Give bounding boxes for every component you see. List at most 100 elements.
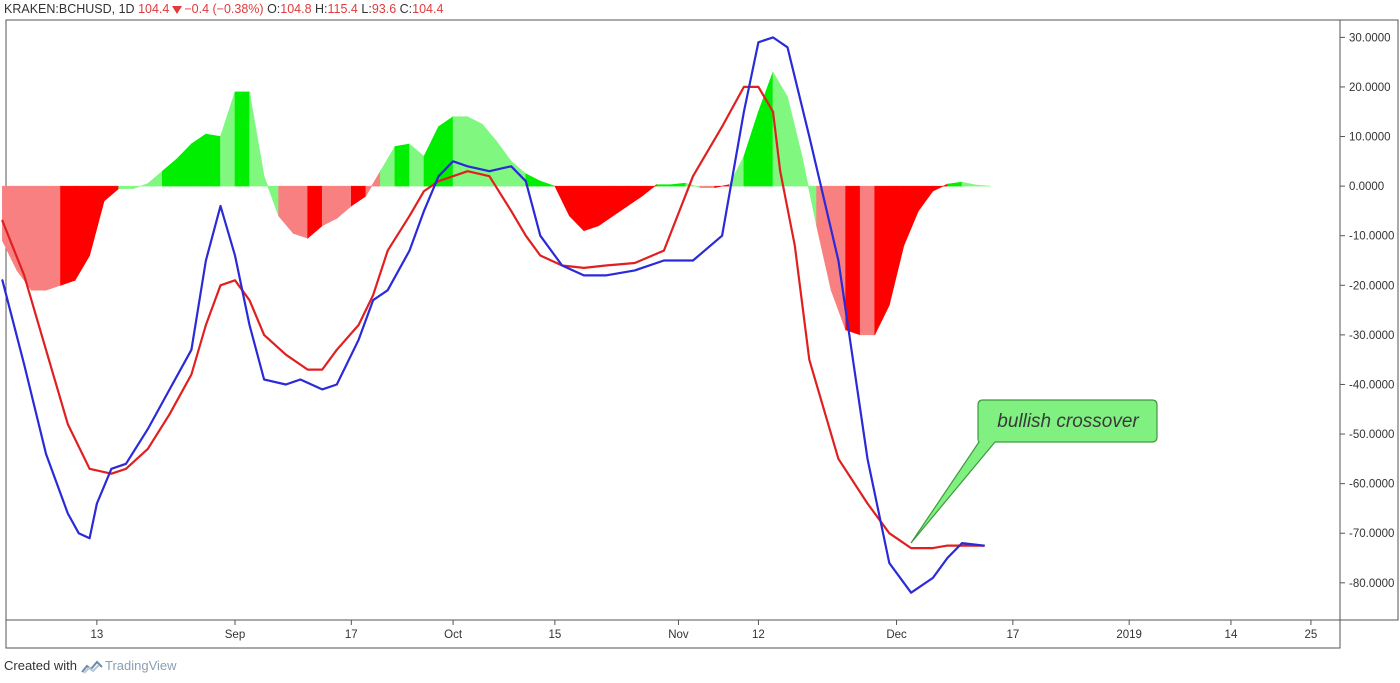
histogram-bar xyxy=(612,185,628,217)
histogram-bar xyxy=(699,185,716,188)
histogram-bar xyxy=(423,126,439,187)
y-tick-label: -70.0000 xyxy=(1349,528,1394,540)
y-axis: 30.0000 20.0000 10.0000 0.0000 -10.0000 -20.0… xyxy=(1340,32,1394,590)
x-tick-label: 14 xyxy=(1225,629,1238,641)
high-value: 115.4 xyxy=(327,2,358,16)
y-tick-label: -50.0000 xyxy=(1349,429,1394,441)
histogram-bar xyxy=(292,185,308,239)
histogram-bar xyxy=(380,145,396,187)
histogram-bar xyxy=(845,185,861,336)
y-tick-label: -30.0000 xyxy=(1349,330,1394,342)
histogram-bar xyxy=(976,184,992,187)
histogram-bar xyxy=(918,185,934,212)
price-change: −0.4 (−0.38%) xyxy=(184,2,264,16)
histogram-bar xyxy=(540,180,555,187)
histogram-bar xyxy=(118,185,134,189)
histogram-bar xyxy=(627,185,643,207)
histogram-bar xyxy=(583,185,599,232)
histogram-bar xyxy=(321,185,338,227)
histogram-bar xyxy=(409,143,425,187)
x-tick-label: 17 xyxy=(1006,629,1019,641)
low-value: 93.6 xyxy=(371,2,397,16)
chart-header: KRAKEN:BCHUSD, 1D 104.4 −0.4 (−0.38%) O:1… xyxy=(4,0,443,18)
y-tick-label: 10.0000 xyxy=(1349,132,1391,144)
y-tick-label: -10.0000 xyxy=(1349,231,1394,243)
histogram-bar xyxy=(496,140,512,187)
plot-frame xyxy=(5,19,1341,621)
down-arrow-icon xyxy=(172,5,183,14)
histogram-bar xyxy=(191,133,207,187)
histogram-bar xyxy=(801,156,817,226)
histogram-bar xyxy=(31,185,47,291)
histogram-bar xyxy=(394,143,410,187)
open-value: 104.8 xyxy=(280,2,312,16)
x-tick-label: 17 xyxy=(345,629,358,641)
y-tick-label: 0.0000 xyxy=(1349,181,1384,193)
low-label: L: xyxy=(361,2,372,16)
histogram-bar xyxy=(351,185,367,207)
footer: Created with TradingView xyxy=(4,657,177,675)
histogram-bar xyxy=(569,185,585,232)
histogram-bar xyxy=(60,185,76,286)
histogram-bar xyxy=(903,185,919,246)
lines xyxy=(1,36,985,594)
histogram-bar xyxy=(554,185,570,216)
histogram-bar xyxy=(365,170,381,198)
histogram-bar xyxy=(234,91,250,187)
histogram-bar xyxy=(670,182,687,187)
histogram-bar xyxy=(714,184,730,188)
signal-line[interactable] xyxy=(1,85,985,550)
y-tick-label: -20.0000 xyxy=(1349,280,1394,292)
histogram-bar xyxy=(888,185,905,306)
open-label: O: xyxy=(267,2,281,16)
bullish-crossover-callout[interactable]: bullish crossover xyxy=(910,399,1158,544)
histogram-bar xyxy=(147,170,163,187)
y-tick-label: -40.0000 xyxy=(1349,379,1394,391)
symbol-label: KRAKEN:BCHUSD, 1D xyxy=(4,2,135,16)
time-scale-frame xyxy=(5,619,1341,649)
x-tick-label: Sep xyxy=(225,629,245,641)
y-tick-label: -60.0000 xyxy=(1349,479,1394,491)
x-tick-label: Oct xyxy=(444,629,463,641)
histogram xyxy=(2,70,992,336)
created-with-label: Created with xyxy=(4,658,77,673)
histogram-bar xyxy=(932,183,948,192)
histogram-bar xyxy=(947,181,963,187)
histogram-bar xyxy=(132,183,149,190)
x-tick-label: Nov xyxy=(668,629,689,641)
histogram-bar xyxy=(263,176,279,216)
macd-line[interactable] xyxy=(1,36,985,594)
close-value: 104.4 xyxy=(412,2,444,16)
y-tick-label: 20.0000 xyxy=(1349,82,1391,94)
histogram-bar xyxy=(74,185,90,282)
y-tick-label: -80.0000 xyxy=(1349,578,1394,590)
y-tick-label: 30.0000 xyxy=(1349,32,1391,44)
price-scale-frame xyxy=(1339,19,1399,621)
histogram-bar xyxy=(859,185,876,336)
histogram-bar xyxy=(743,111,759,187)
x-axis: 13 Sep 17 Oct 15 Nov 12 Dec 17 2019 14 25 xyxy=(90,620,1317,641)
histogram-bar xyxy=(656,184,672,187)
histogram-bar xyxy=(336,185,352,219)
histogram-bar xyxy=(641,184,657,197)
histogram-bar xyxy=(525,173,541,187)
tradingview-brand: TradingView xyxy=(104,658,177,673)
last-price: 104.4 xyxy=(138,2,170,16)
histogram-bar xyxy=(205,133,221,187)
histogram-bar xyxy=(787,96,803,187)
histogram-bar xyxy=(45,185,61,291)
histogram-bar xyxy=(278,185,294,235)
histogram-bar xyxy=(220,91,236,187)
histogram-bar xyxy=(874,185,890,336)
histogram-bar xyxy=(961,181,977,187)
histogram-bar xyxy=(438,116,454,187)
histogram-bar xyxy=(249,91,265,187)
histogram-bar xyxy=(161,158,178,187)
x-tick-label: 13 xyxy=(90,629,103,641)
tradingview-logo-icon xyxy=(81,660,103,674)
callout-shape xyxy=(910,399,1158,544)
close-label: C: xyxy=(399,2,413,16)
x-tick-label: 12 xyxy=(752,629,765,641)
histogram-bar xyxy=(467,116,483,187)
